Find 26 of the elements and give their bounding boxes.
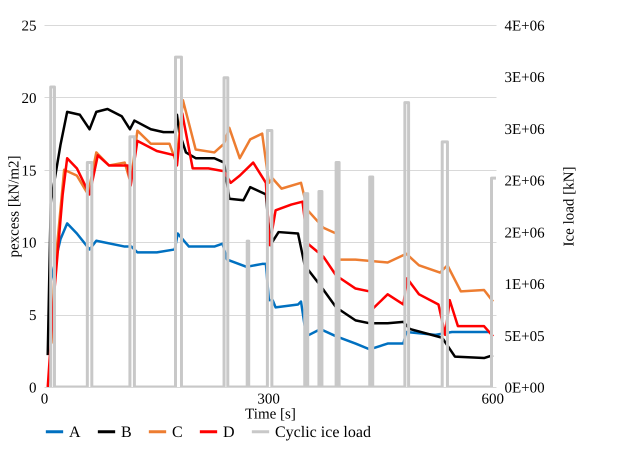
legend-label: A [69,424,81,441]
y2-tick-label: 2E+06 [504,225,546,242]
y2-tick-label: 4E+06 [504,18,546,34]
y2-axis-title: Ice load [kN] [562,166,578,246]
y-axis-title: pexcess [kN/m2] [6,155,22,258]
line-series [48,56,496,387]
legend-label: C [172,424,183,441]
legend-label: D [223,424,235,441]
legend-label: B [121,424,132,441]
legend-label: Cyclic ice load [275,424,371,441]
y2-tick-label: 5E+05 [504,328,545,345]
x-tick-label: 300 [257,392,280,408]
y2-tick-label: 3E+06 [504,122,546,138]
y2-tick-label: 2E+06 [504,174,546,190]
x-axis-title: Time [s] [245,406,296,422]
y-tick-label: 10 [22,236,36,252]
y2-tick-label: 1E+06 [504,277,546,294]
x-tick-label: 600 [482,392,504,408]
y-tick-label: 15 [22,163,36,180]
y2-tick-label: 0E+00 [504,380,545,396]
y2-tick-label: 3E+06 [504,70,546,86]
y-tick-label: 0 [29,380,36,396]
x-tick-label: 0 [40,392,48,408]
y-tick-label: 20 [22,90,36,107]
y-tick-label: 5 [29,308,36,324]
y-tick-label: 25 [22,18,36,34]
